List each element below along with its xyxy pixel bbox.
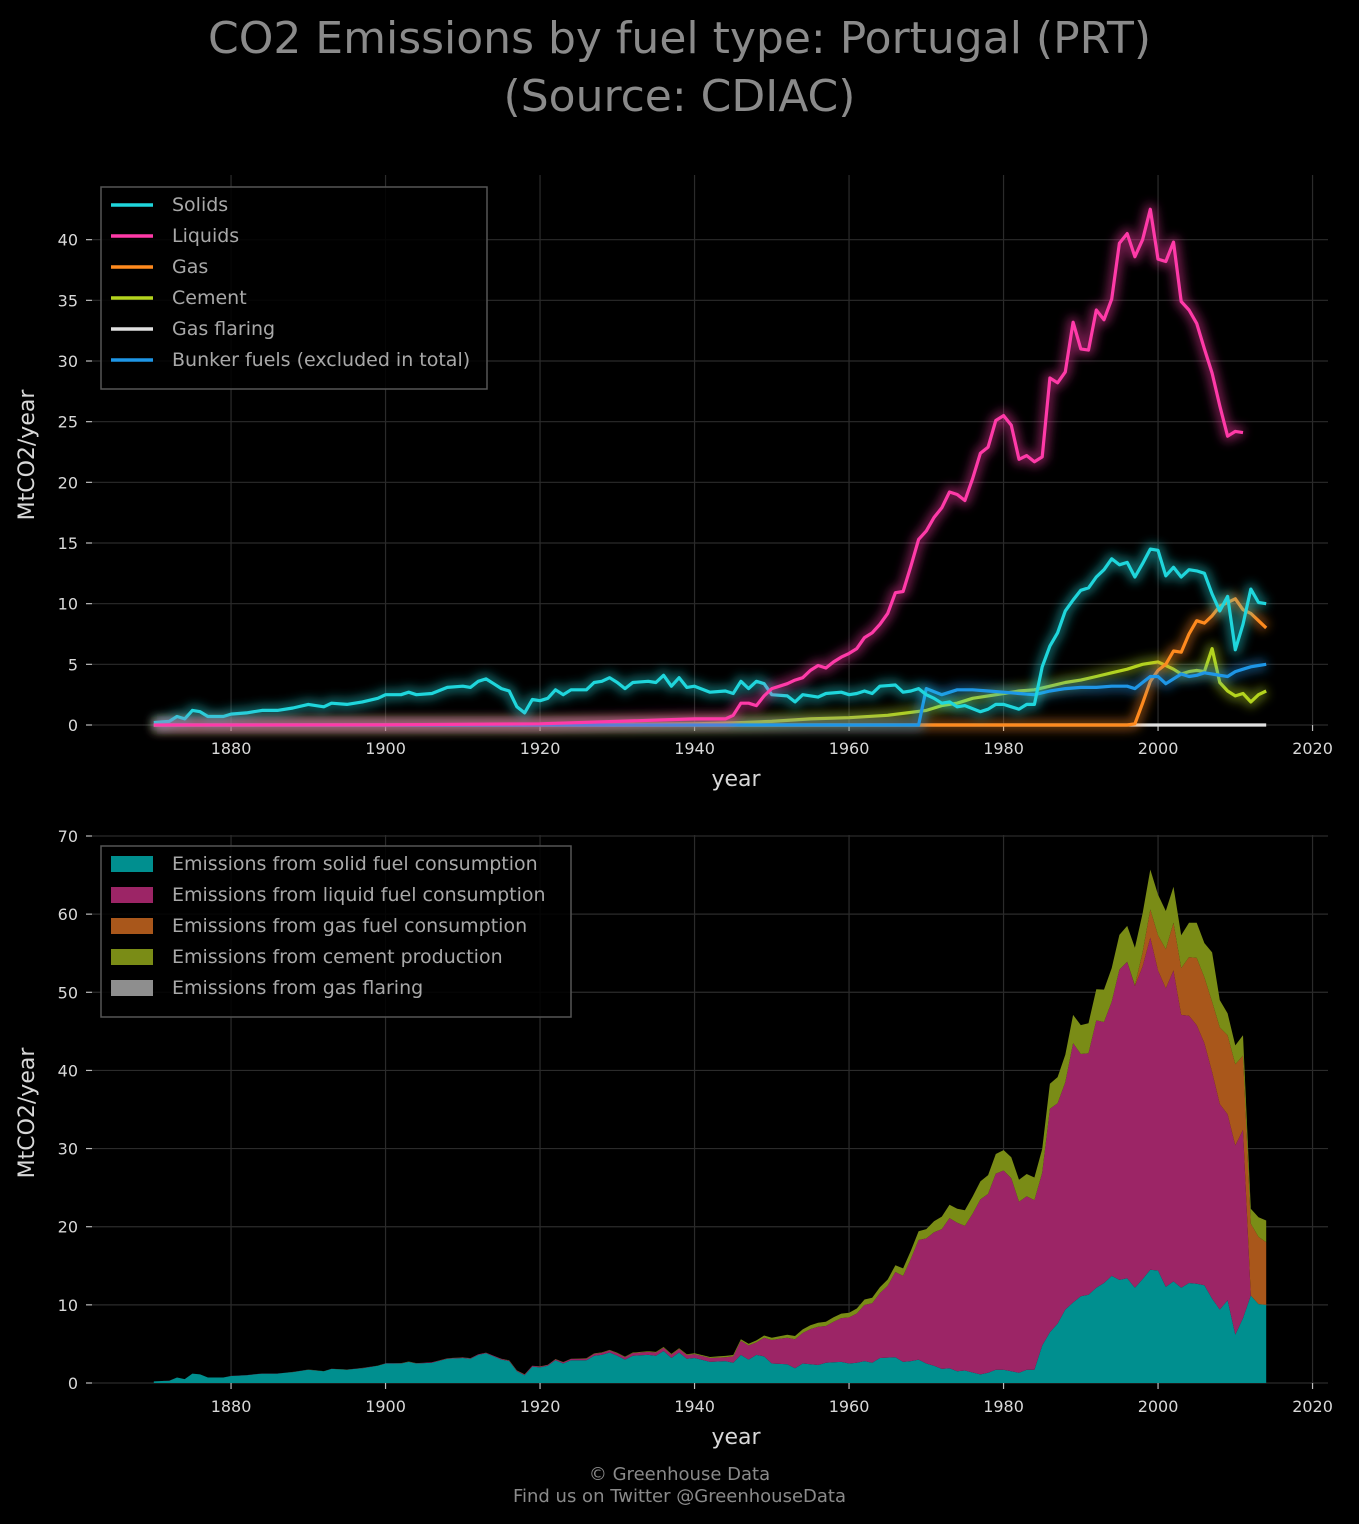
top-legend-cement-label: Cement (172, 287, 247, 309)
top-legend-solids-label: Solids (172, 194, 228, 216)
bottom-ytick-label-0: 0 (68, 1374, 78, 1393)
top-ytick-label-35: 35 (58, 291, 78, 310)
top-legend-frame (100, 186, 488, 390)
bottom-ytick-label-70: 70 (58, 827, 78, 846)
bottom-ytick-label-50: 50 (58, 983, 78, 1002)
bottom-xtick-label-1960: 1960 (829, 1397, 870, 1416)
bottom-legend: Emissions from solid fuel consumption Emi… (100, 845, 572, 1018)
area-series-emissions-from-gas-fuel-consumption (153, 909, 1267, 1382)
top-legend-liquids-label: Liquids (172, 225, 239, 247)
line-series-liquids (153, 207, 1244, 727)
area-series-emissions-from-liquid-fuel-consumption (153, 937, 1267, 1382)
top-xtick-label-1960: 1960 (829, 739, 870, 758)
bottom-xtick-label-1880: 1880 (211, 1397, 252, 1416)
bottom-yaxis-label: MtCO2/year (15, 1047, 40, 1179)
bottom-xaxis-label: year (711, 1425, 761, 1450)
top-ytick-label-25: 25 (58, 413, 78, 432)
line-chart-panel: 1880 1900 1920 1940 1960 1980 2000 2020 0 5 10 15 20… (15, 175, 1333, 792)
top-ytick-label-5: 5 (68, 655, 78, 674)
bottom-legend-emissions-from-solid-fuel-consumption-label: Emissions from solid fuel consumption (172, 853, 538, 875)
footer-credit: © Greenhouse Data (588, 1464, 771, 1485)
bottom-xtick-label-1980: 1980 (983, 1397, 1024, 1416)
top-xtick-label-1920: 1920 (520, 739, 561, 758)
bottom-legend-emissions-from-gas-fuel-consumption-swatch (111, 918, 153, 934)
bottom-ticks: 1880 1900 1920 1940 1960 1980 2000 2020 0 10 20 30 4… (58, 827, 1333, 1416)
top-xtick-label-1940: 1940 (674, 739, 715, 758)
top-legend-bunker-fuels-excluded-in-total-label: Bunker fuels (excluded in total) (172, 349, 470, 371)
top-xtick-label-1980: 1980 (983, 739, 1024, 758)
bottom-plot-area (153, 869, 1267, 1383)
chart-subtitle: (Source: CDIAC) (503, 71, 856, 122)
top-ytick-label-20: 20 (58, 473, 78, 492)
bottom-legend-emissions-from-gas-fuel-consumption-label: Emissions from gas fuel consumption (172, 915, 527, 937)
line-series-solids (153, 547, 1267, 725)
top-ticks: 1880 1900 1920 1940 1960 1980 2000 2020 0 5 10 15 20… (58, 231, 1333, 758)
top-xtick-label-1880: 1880 (211, 739, 252, 758)
bottom-legend-frame (100, 845, 572, 1018)
footer-twitter: Find us on Twitter @GreenhouseData (512, 1486, 847, 1507)
bottom-legend-emissions-from-cement-production-swatch (111, 949, 153, 965)
bottom-ytick-label-60: 60 (58, 905, 78, 924)
top-legend-gas-label: Gas (172, 256, 208, 278)
bottom-ytick-label-30: 30 (58, 1140, 78, 1159)
top-xaxis-label: year (711, 767, 761, 792)
top-ytick-label-15: 15 (58, 534, 78, 553)
bottom-ytick-label-20: 20 (58, 1218, 78, 1237)
top-legend: Solids Liquids Gas Cement Gas flaring Bunker … (100, 186, 488, 390)
bottom-xtick-label-1920: 1920 (520, 1397, 561, 1416)
bottom-xtick-label-1900: 1900 (365, 1397, 406, 1416)
bottom-legend-emissions-from-liquid-fuel-consumption-label: Emissions from liquid fuel consumption (172, 884, 546, 906)
area-series-emissions-from-solid-fuel-consumption (153, 1269, 1267, 1383)
top-ytick-label-0: 0 (68, 716, 78, 735)
top-xtick-label-2000: 2000 (1138, 739, 1179, 758)
top-legend-gas-flaring-label: Gas flaring (172, 318, 275, 340)
area-series-emissions-from-cement-production (153, 869, 1267, 1382)
stacked-area-chart-panel: 1880 1900 1920 1940 1960 1980 2000 2020 0 10 20 30 4… (15, 827, 1333, 1450)
bottom-xtick-label-1940: 1940 (674, 1397, 715, 1416)
bottom-legend-emissions-from-liquid-fuel-consumption-swatch (111, 887, 153, 903)
bottom-xtick-label-2000: 2000 (1138, 1397, 1179, 1416)
line-series-bunker-fuels-excluded-in-total (153, 662, 1267, 727)
bottom-ytick-label-10: 10 (58, 1296, 78, 1315)
top-ytick-label-30: 30 (58, 352, 78, 371)
top-ytick-label-40: 40 (58, 231, 78, 250)
bottom-legend-emissions-from-cement-production-label: Emissions from cement production (172, 946, 503, 968)
bottom-ytick-label-40: 40 (58, 1061, 78, 1080)
top-ytick-label-10: 10 (58, 595, 78, 614)
bottom-xtick-label-2020: 2020 (1292, 1397, 1333, 1416)
bottom-legend-emissions-from-gas-flaring-label: Emissions from gas flaring (172, 977, 423, 999)
bottom-legend-emissions-from-solid-fuel-consumption-swatch (111, 856, 153, 872)
top-yaxis-label: MtCO2/year (15, 389, 40, 521)
top-plot-area (153, 203, 1270, 731)
chart-title: CO2 Emissions by fuel type: Portugal (PR… (207, 13, 1152, 64)
top-xtick-label-1900: 1900 (365, 739, 406, 758)
bottom-legend-emissions-from-gas-flaring-swatch (111, 980, 153, 996)
top-xtick-label-2020: 2020 (1292, 739, 1333, 758)
